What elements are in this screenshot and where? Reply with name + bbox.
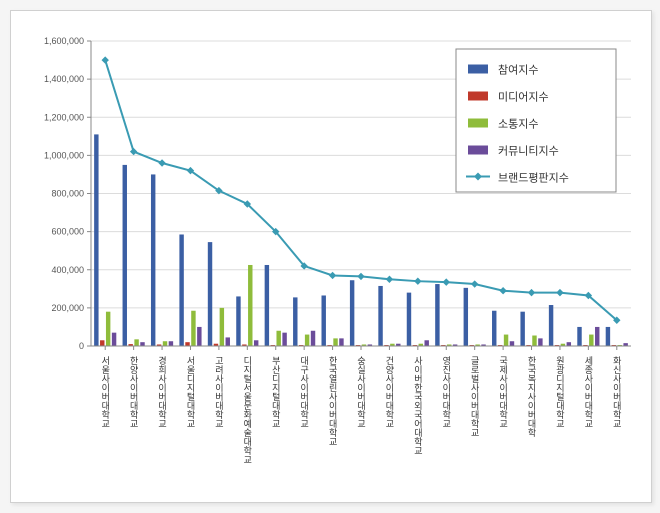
bar-community [197,327,201,346]
bar-participation [94,134,98,346]
y-tick-label: 1,600,000 [44,36,84,46]
bar-participation [606,327,610,346]
y-tick-label: 1,000,000 [44,150,84,160]
bar-communication [333,338,337,346]
bar-participation [520,312,524,346]
bar-communication [106,312,110,346]
y-tick-label: 400,000 [51,265,84,275]
x-category-label: 대구사이버대학교 [299,356,309,428]
x-category-label: 한국복지사이버대학 [527,356,537,438]
x-category-label: 화신사이버대학교 [612,356,622,428]
x-category-label: 세종사이버대학교 [583,356,593,428]
x-category-label: 숭실사이버대학교 [356,356,366,428]
legend-label: 미디어지수 [498,91,549,104]
bar-communication [276,331,280,346]
bar-participation [464,288,468,346]
legend-swatch [468,146,488,155]
bar-participation [492,311,496,346]
x-category-label: 건양사이버대학교 [384,356,394,428]
x-category-label: 경희사이버대학교 [157,355,167,428]
y-tick-label: 800,000 [51,189,84,199]
bar-participation [407,293,411,346]
x-category-label: 원광디지털대학교 [555,356,565,428]
bar-communication [163,341,167,346]
y-tick-label: 1,200,000 [44,112,84,122]
bar-community [140,342,144,346]
bar-participation [378,286,382,346]
y-tick-label: 0 [79,341,84,351]
bar-community [311,331,315,346]
bar-media [185,342,189,346]
chart-svg: 0 200,000 400,000 600,000 800,000 1,000,000 1,… [11,11,651,502]
x-category-label: 한양사이버대학교 [129,356,139,428]
bar-communication [589,335,593,346]
bar-community [510,341,514,346]
legend-label: 커뮤니티지수 [498,145,559,158]
x-category-label: 영진사이버대학교 [441,356,451,428]
x-category-label: 사이버한국외국어대학교 [413,356,423,455]
bar-community [226,337,230,346]
bar-community [339,338,343,346]
bar-communication [504,335,508,346]
bar-participation [179,234,183,346]
bar-participation [350,280,354,346]
legend-label: 참여지수 [498,64,538,77]
bar-communication [134,339,138,346]
bar-participation [577,327,581,346]
legend-swatch [468,65,488,74]
bar-communication [248,265,252,346]
bar-community [567,342,571,346]
bar-communication [220,308,224,346]
bar-communication [191,311,195,346]
x-category-label: 한국열린사이버대학교 [328,356,338,446]
bar-participation [293,297,297,346]
x-category-label: 디지털서울문화예술대학교 [242,356,252,464]
bar-community [424,340,428,346]
bar-communication [532,336,536,346]
bar-participation [208,242,212,346]
y-tick-label: 200,000 [51,303,84,313]
bar-media [100,340,104,346]
bar-participation [321,295,325,346]
x-category-label: 서울사이버대학교 [100,356,110,428]
bar-community [595,327,599,346]
bar-community [169,341,173,346]
chart-container: 0 200,000 400,000 600,000 800,000 1,000,000 1,… [10,10,652,503]
bar-participation [265,265,269,346]
legend-swatch [468,119,488,128]
legend-swatch [468,92,488,101]
x-category-label: 국제사이버대학교 [498,356,508,428]
bar-participation [549,305,553,346]
bar-community [538,338,542,346]
bar-communication [305,335,309,346]
bar-community [282,333,286,346]
y-tick-label: 600,000 [51,227,84,237]
x-category-label: 글로벌사이버대학교 [470,356,480,437]
y-tick-label: 1,400,000 [44,74,84,84]
legend-label: 브랜드평판지수 [498,172,569,185]
x-category-label: 고려사이버대학교 [214,356,224,428]
x-category-label: 서울디지털대학교 [185,356,195,428]
bar-participation [123,165,127,346]
bar-participation [151,174,155,346]
bar-participation [236,296,240,346]
legend-label: 소통지수 [498,118,538,131]
x-category-label: 부산디지털대학교 [271,356,281,428]
bar-community [112,333,116,346]
bar-community [254,340,258,346]
bar-participation [435,284,439,346]
